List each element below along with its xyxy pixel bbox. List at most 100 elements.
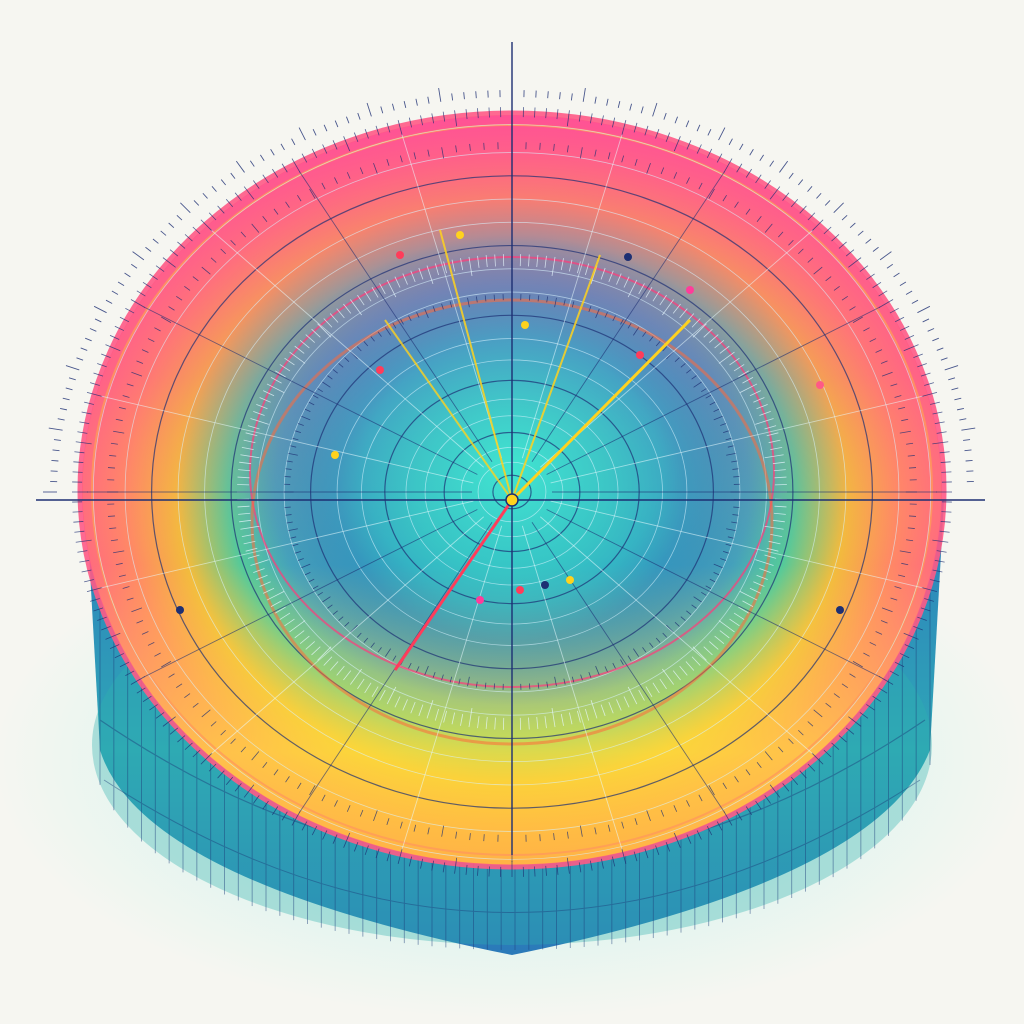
tick — [811, 219, 824, 232]
tick — [607, 152, 611, 160]
tick — [243, 186, 255, 200]
tick — [769, 784, 781, 798]
outer-tick — [298, 127, 306, 141]
tick — [467, 297, 470, 308]
tick — [903, 632, 919, 640]
tick — [201, 266, 211, 275]
tick — [458, 678, 461, 685]
outer-tick — [145, 246, 152, 252]
outer-tick — [220, 179, 227, 186]
tick — [317, 591, 323, 596]
tick — [308, 401, 315, 406]
tick — [601, 858, 604, 869]
tick — [74, 530, 85, 533]
tick — [243, 784, 255, 798]
dot — [566, 576, 574, 584]
tick — [262, 215, 268, 222]
tick — [553, 143, 555, 151]
tick — [110, 442, 118, 445]
tick — [334, 800, 338, 807]
tick — [723, 430, 729, 434]
tick — [608, 270, 614, 283]
tick — [350, 668, 362, 685]
tick — [845, 249, 855, 257]
tick — [686, 140, 692, 150]
tick — [309, 188, 316, 199]
outer-tick — [93, 305, 107, 314]
dial-needles — [384, 229, 692, 671]
tick — [371, 686, 379, 698]
tick — [427, 827, 430, 835]
tick — [86, 587, 103, 593]
tick — [299, 339, 310, 349]
tick — [726, 452, 736, 456]
dot — [331, 451, 339, 459]
tick — [494, 717, 496, 730]
spoke — [531, 171, 725, 462]
tick — [719, 630, 730, 639]
tick — [778, 231, 784, 238]
tick — [869, 338, 877, 342]
tick — [468, 256, 473, 276]
tick — [709, 641, 719, 650]
outer-tick — [68, 377, 76, 381]
outer-tick — [606, 98, 609, 106]
tick — [217, 770, 225, 779]
tick — [773, 512, 786, 515]
tick — [705, 585, 712, 590]
tick — [449, 676, 453, 683]
tick — [920, 607, 931, 612]
tick — [588, 671, 592, 678]
tick — [386, 122, 391, 133]
tick — [442, 111, 446, 122]
tick — [551, 256, 556, 276]
tick — [131, 607, 143, 613]
outer-tick — [130, 263, 138, 269]
tick — [766, 432, 779, 437]
outer-tick — [922, 318, 930, 323]
tick — [924, 598, 934, 602]
tick — [825, 276, 832, 282]
tick — [329, 661, 339, 671]
tick — [936, 550, 947, 553]
outer-tick — [94, 318, 102, 323]
colored-dots — [176, 231, 844, 614]
outer-tick — [202, 192, 208, 199]
tick — [774, 505, 787, 508]
tick — [259, 581, 271, 587]
tick — [906, 442, 914, 445]
tick — [297, 194, 302, 202]
tick — [155, 712, 165, 719]
tick — [364, 128, 369, 139]
tick — [899, 550, 911, 554]
tick — [250, 559, 269, 566]
tick — [468, 708, 473, 728]
tick — [898, 574, 906, 578]
tick — [890, 383, 898, 387]
tick — [162, 257, 176, 268]
tick — [774, 476, 787, 479]
tick — [237, 505, 250, 508]
spoke — [539, 230, 813, 468]
spoke — [531, 522, 725, 813]
tick — [392, 322, 397, 329]
tick — [563, 299, 566, 306]
tick — [434, 708, 440, 721]
tick — [536, 716, 539, 729]
tick — [394, 276, 401, 288]
tick — [323, 656, 333, 666]
tick — [295, 430, 301, 434]
tick — [729, 357, 740, 366]
tick — [616, 273, 622, 285]
tick — [332, 140, 338, 150]
tick — [402, 273, 408, 285]
outer-tick — [89, 328, 97, 332]
tick — [790, 198, 799, 208]
tick — [768, 439, 781, 444]
tick — [729, 618, 740, 627]
tick — [77, 550, 88, 553]
tick — [880, 620, 888, 624]
tick — [742, 376, 754, 384]
outer-tick — [899, 281, 907, 286]
tick — [317, 646, 332, 661]
